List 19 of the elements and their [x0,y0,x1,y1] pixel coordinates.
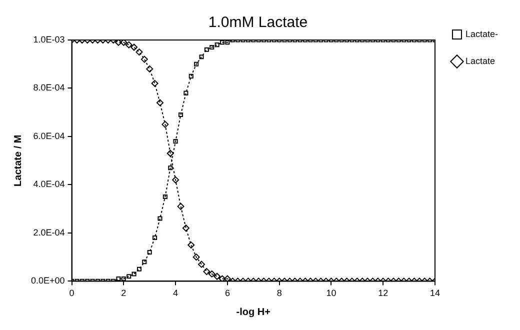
x-tick-label: 2 [121,288,126,298]
y-axis-title: Lactate / M [12,134,24,186]
chart-title: 1.0mM Lactate [208,14,308,32]
y-tick-label: 6.0E-04 [33,130,65,141]
y-tick-label: 8.0E-04 [33,82,65,93]
x-tick-label: 12 [378,288,388,298]
x-axis-title: -log H+ [236,306,271,318]
y-tick-label: 0.0E+00 [31,276,65,286]
x-tick-label: 10 [326,288,336,298]
y-tick-label: 4.0E-04 [33,179,65,190]
x-tick-label: 8 [276,288,282,298]
legend-label: Lactate [465,56,496,66]
x-tick-label: 0 [69,288,74,298]
y-tick-label: 1.0E-03 [33,34,65,44]
legend-label: Lactate- [465,28,498,39]
x-tick-label: 14 [430,288,440,298]
x-tick-label: 4 [173,288,178,298]
x-tick-label: 6 [224,288,230,298]
y-tick-label: 2.0E-04 [33,227,65,238]
